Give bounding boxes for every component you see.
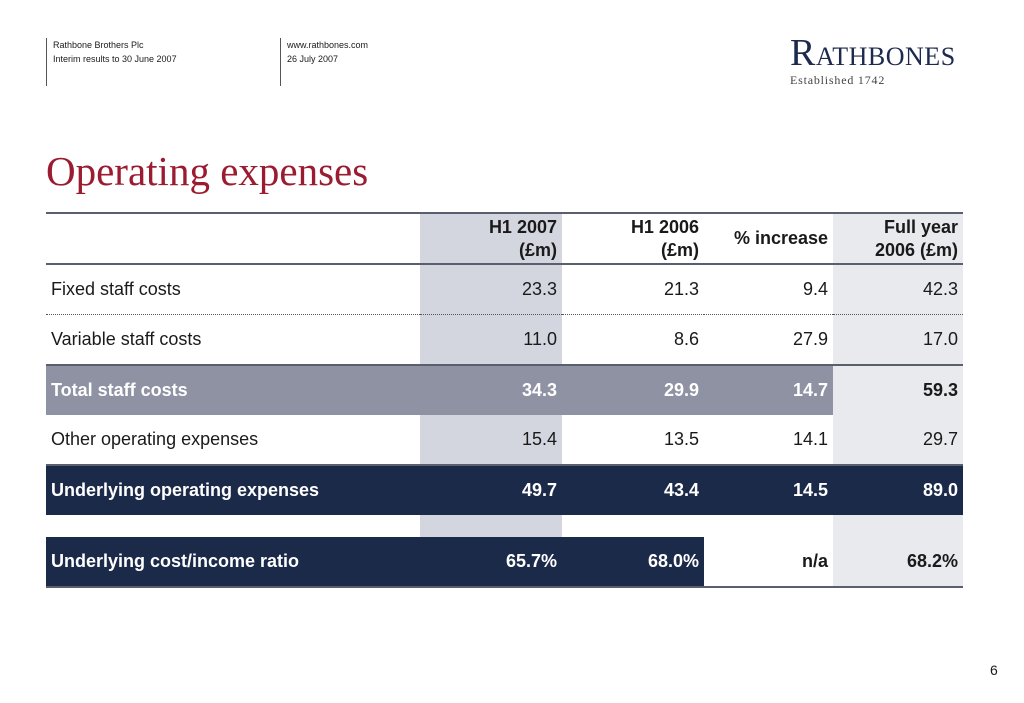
cell-h1-2006: 8.6	[562, 314, 704, 366]
cell-h1-2007: 34.3	[420, 365, 562, 415]
table-row-underlying-expenses: Underlying operating expenses 49.7 43.4 …	[46, 465, 963, 515]
logo-initial: R	[790, 32, 816, 74]
cell-full-year: 17.0	[833, 314, 963, 366]
row-label: Underlying cost/income ratio	[46, 537, 420, 588]
table-row: Variable staff costs 11.0 8.6 27.9 17.0	[46, 314, 963, 366]
cell-h1-2006: 29.9	[562, 365, 704, 415]
logo-name-rest: ATHBONES	[815, 42, 956, 71]
spacer-cell	[562, 515, 704, 537]
logo-wordmark: RATHBONES	[790, 34, 980, 72]
cell-h1-2007: 49.7	[420, 465, 562, 515]
spacer-cell	[46, 515, 420, 537]
cell-full-year: 29.7	[833, 415, 963, 466]
page-number: 6	[990, 662, 998, 678]
cell-full-year: 89.0	[833, 465, 963, 515]
header-company-block: Rathbone Brothers Plc Interim results to…	[46, 38, 280, 86]
row-label: Other operating expenses	[46, 415, 420, 466]
cell-pct-increase: 14.1	[704, 415, 833, 466]
cell-h1-2007: 11.0	[420, 314, 562, 366]
logo-established: Established 1742	[790, 73, 886, 87]
operating-expenses-table: H1 2007 (£m) H1 2006 (£m) % increase Full …	[46, 212, 963, 588]
cell-full-year: 42.3	[833, 264, 963, 315]
cell-h1-2007: 15.4	[420, 415, 562, 466]
cell-pct-increase: 27.9	[704, 314, 833, 366]
table-spacer-row	[46, 515, 963, 537]
cell-h1-2007: 23.3	[420, 264, 562, 315]
page-title: Operating expenses	[46, 148, 369, 194]
header-label-cell	[46, 212, 420, 265]
cell-h1-2007: 65.7%	[420, 537, 562, 588]
cell-h1-2006: 21.3	[562, 264, 704, 315]
row-label: Fixed staff costs	[46, 264, 420, 315]
header: Rathbone Brothers Plc Interim results to…	[46, 38, 407, 86]
column-header-h1-2007: H1 2007 (£m)	[420, 212, 562, 265]
cell-h1-2006: 68.0%	[562, 537, 704, 588]
cell-h1-2006: 13.5	[562, 415, 704, 466]
rathbones-logo: RATHBONES Established 1742	[790, 34, 980, 88]
table-row-total-staff: Total staff costs 34.3 29.9 14.7 59.3	[46, 365, 963, 415]
cell-pct-increase: 14.5	[704, 465, 833, 515]
row-label: Total staff costs	[46, 365, 420, 415]
cell-pct-increase: n/a	[704, 537, 833, 588]
spacer-cell	[704, 515, 833, 537]
table-row: Other operating expenses 15.4 13.5 14.1 …	[46, 415, 963, 466]
website-text: www.rathbones.com	[287, 40, 369, 50]
company-name: Rathbone Brothers Plc	[53, 40, 144, 50]
row-label: Underlying operating expenses	[46, 465, 420, 515]
report-date: 26 July 2007	[287, 54, 339, 64]
cell-pct-increase: 14.7	[704, 365, 833, 415]
spacer-cell	[833, 515, 963, 537]
column-header-pct-increase: % increase	[704, 212, 833, 265]
cell-full-year: 59.3	[833, 365, 963, 415]
header-web-block: www.rathbones.com 26 July 2007	[280, 38, 407, 86]
table-header-row: H1 2007 (£m) H1 2006 (£m) % increase Full …	[46, 212, 963, 265]
column-header-full-year: Full year 2006 (£m)	[833, 212, 963, 265]
column-header-h1-2006: H1 2006 (£m)	[562, 212, 704, 265]
spacer-cell	[420, 515, 562, 537]
report-name: Interim results to 30 June 2007	[53, 54, 177, 64]
table-row: Fixed staff costs 23.3 21.3 9.4 42.3	[46, 264, 963, 315]
cell-full-year: 68.2%	[833, 537, 963, 588]
cell-h1-2006: 43.4	[562, 465, 704, 515]
cell-pct-increase: 9.4	[704, 264, 833, 315]
row-label: Variable staff costs	[46, 314, 420, 366]
table-row-cost-income-ratio: Underlying cost/income ratio 65.7% 68.0%…	[46, 537, 963, 588]
